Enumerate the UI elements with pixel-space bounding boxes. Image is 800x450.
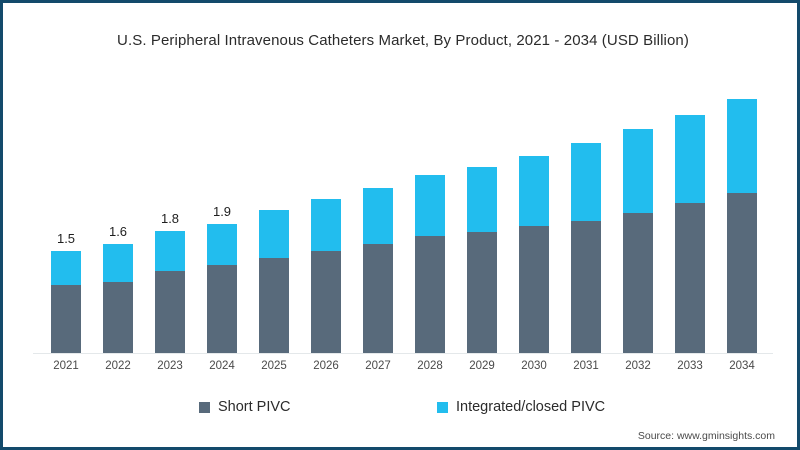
bar-group[interactable] — [675, 115, 705, 353]
bar-segment-integrated-pivc[interactable] — [103, 244, 133, 282]
bar-value-label: 1.5 — [56, 231, 76, 246]
bar-group[interactable]: 1.5 — [51, 231, 81, 353]
bar-value-label: 1.6 — [108, 224, 128, 240]
bar-segment-integrated-pivc[interactable] — [363, 187, 393, 245]
bar-segment-short-pivc[interactable] — [571, 221, 601, 353]
bar-group[interactable] — [623, 129, 653, 353]
legend-swatch-short-pivc — [199, 401, 210, 413]
bar-segment-short-pivc[interactable] — [727, 193, 757, 353]
x-tick-2030: 2030 — [521, 360, 547, 372]
bar-segment-integrated-pivc[interactable] — [311, 199, 341, 251]
bar-segment-integrated-pivc[interactable] — [727, 99, 757, 194]
bar-group[interactable] — [467, 166, 497, 353]
bar-segment-integrated-pivc[interactable] — [519, 155, 549, 226]
bar-segment-short-pivc[interactable] — [519, 225, 549, 353]
bar-segment-integrated-pivc[interactable] — [207, 223, 237, 266]
x-tick-2023: 2023 — [157, 360, 183, 372]
bar-segment-short-pivc[interactable] — [51, 285, 81, 353]
x-tick-2032: 2032 — [625, 360, 651, 372]
source-attribution: Source: www.gminsights.com — [637, 430, 775, 442]
x-tick-2031: 2031 — [573, 360, 599, 372]
bar-segment-short-pivc[interactable] — [467, 231, 497, 353]
bar-group[interactable] — [311, 199, 341, 353]
bar-segment-integrated-pivc[interactable] — [675, 115, 705, 204]
bar-segment-short-pivc[interactable] — [675, 203, 705, 353]
bar-segment-integrated-pivc[interactable] — [259, 210, 289, 258]
x-tick-2028: 2028 — [417, 360, 443, 372]
bar-segment-integrated-pivc[interactable] — [571, 142, 601, 222]
bar-segment-short-pivc[interactable] — [259, 257, 289, 353]
x-tick-2024: 2024 — [209, 360, 235, 372]
x-tick-2026: 2026 — [313, 360, 339, 372]
plot-area: 1.5 1.6 1.8 1.9 2021 2022 2023 2024 2025 2026 202… — [3, 3, 797, 447]
x-tick-2033: 2033 — [677, 360, 703, 372]
x-tick-2034: 2034 — [729, 360, 755, 372]
bar-group[interactable]: 1.8 — [155, 211, 185, 353]
legend-item-short-pivc[interactable]: Short PIVC — [199, 399, 291, 415]
chart-legend: Short PIVC Integrated/closed PIVC — [3, 399, 797, 419]
legend-label-integrated-pivc: Integrated/closed PIVC — [456, 399, 606, 415]
legend-swatch-integrated-pivc — [437, 401, 448, 413]
bar-segment-integrated-pivc[interactable] — [155, 230, 185, 272]
bar-value-label: 1.9 — [212, 203, 232, 219]
bar-group[interactable]: 1.6 — [103, 224, 133, 353]
bar-group[interactable] — [571, 142, 601, 353]
x-tick-2022: 2022 — [105, 360, 131, 372]
x-tick-2025: 2025 — [261, 360, 287, 372]
legend-item-integrated-pivc[interactable]: Integrated/closed PIVC — [437, 399, 605, 415]
x-axis-line — [33, 353, 773, 354]
bar-group[interactable]: 1.9 — [207, 204, 237, 353]
bar-value-label: 1.8 — [160, 210, 180, 226]
x-tick-2027: 2027 — [365, 360, 391, 372]
bar-segment-short-pivc[interactable] — [103, 281, 133, 353]
bar-group[interactable] — [727, 99, 757, 353]
bar-segment-integrated-pivc[interactable] — [415, 174, 445, 237]
bar-group[interactable] — [519, 155, 549, 353]
legend-label-short-pivc: Short PIVC — [218, 399, 291, 415]
bar-segment-short-pivc[interactable] — [623, 212, 653, 353]
x-tick-2029: 2029 — [469, 360, 495, 372]
bar-segment-integrated-pivc[interactable] — [51, 251, 81, 285]
bar-segment-integrated-pivc[interactable] — [623, 129, 653, 213]
bar-segment-short-pivc[interactable] — [415, 236, 445, 353]
bar-segment-short-pivc[interactable] — [363, 244, 393, 353]
bar-segment-integrated-pivc[interactable] — [467, 166, 497, 232]
bar-group[interactable] — [415, 174, 445, 353]
bar-segment-short-pivc[interactable] — [207, 265, 237, 353]
bar-segment-short-pivc[interactable] — [155, 271, 185, 353]
bar-group[interactable] — [363, 187, 393, 353]
bar-group[interactable] — [259, 210, 289, 353]
page-title: U.S. Peripheral Intravenous Catheters Ma… — [117, 32, 689, 49]
x-tick-2021: 2021 — [53, 360, 79, 372]
bar-segment-short-pivc[interactable] — [311, 251, 341, 353]
